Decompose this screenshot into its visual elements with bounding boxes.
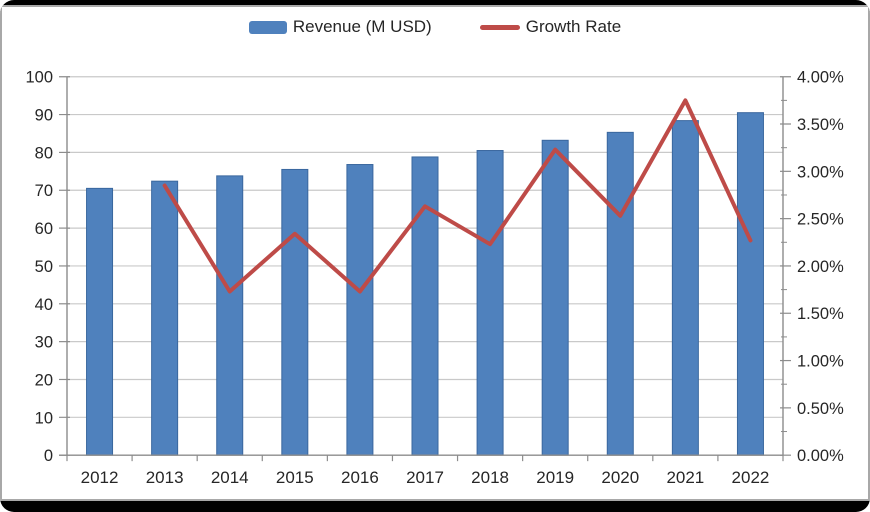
- revenue-bar-2012: [86, 187, 114, 456]
- right-axis-tick-label: 3.50%: [797, 116, 844, 134]
- left-axis-tick-label: 80: [35, 144, 53, 162]
- x-axis-category-label: 2019: [536, 468, 574, 487]
- revenue-bar-2019: [541, 139, 569, 456]
- legend-label: Revenue (M USD): [292, 17, 432, 36]
- legend-item-revenue-m-usd: Revenue (M USD): [248, 17, 432, 37]
- revenue-bar-2016: [346, 164, 374, 456]
- x-axis-category-label: 2014: [211, 468, 249, 487]
- right-axis-tick-label: 4.00%: [797, 69, 844, 87]
- x-axis-category-label: 2013: [146, 468, 184, 487]
- right-axis-tick-label: 1.50%: [797, 305, 844, 323]
- x-axis-category-label: 2020: [601, 468, 639, 487]
- revenue-bar-2022: [736, 112, 764, 456]
- x-axis-category-label: 2012: [81, 468, 119, 487]
- chart-legend: Revenue (M USD) Growth Rate: [2, 17, 868, 37]
- revenue-bar-2021: [671, 120, 699, 456]
- revenue-growth-chart: Revenue (M USD) Growth Rate 0 10 20 30 40 50 60…: [0, 5, 870, 501]
- left-axis-tick-label: 20: [35, 371, 53, 389]
- left-axis-tick-label: 10: [35, 409, 53, 427]
- left-axis-tick-label: 0: [44, 447, 53, 465]
- left-axis-tick-label: 50: [35, 258, 53, 276]
- right-axis-tick-label: 3.00%: [797, 163, 844, 181]
- x-axis-category-label: 2021: [666, 468, 704, 487]
- x-axis-category-label: 2022: [732, 468, 770, 487]
- right-axis-tick-label: 0.00%: [797, 447, 844, 465]
- revenue-bar-swatch-icon: [248, 20, 287, 34]
- legend-label: Growth Rate: [525, 17, 622, 36]
- left-axis-tick-label: 100: [25, 69, 53, 87]
- left-axis-tick-label: 30: [35, 334, 53, 352]
- revenue-bar-2014: [216, 175, 244, 456]
- right-axis-tick-label: 1.00%: [797, 353, 844, 371]
- growth-rate-line-swatch-icon: [479, 24, 520, 30]
- left-axis-tick-label: 70: [35, 182, 53, 200]
- revenue-bar-2017: [411, 156, 439, 456]
- revenue-bar-2013: [151, 180, 179, 456]
- plot-area: 0 10 20 30 40 50 60 70 80 90 100 0.00% 0.50% 1.00% 1.5…: [25, 69, 844, 487]
- revenue-bar-2020: [606, 131, 634, 456]
- legend-item-growth-rate: Growth Rate: [479, 17, 622, 37]
- growth-rate-line: [162, 98, 753, 294]
- right-axis-tick-label: 2.50%: [797, 211, 844, 229]
- revenue-bar-2018: [476, 150, 504, 456]
- x-axis-category-label: 2018: [471, 468, 509, 487]
- left-axis-tick-label: 40: [35, 296, 53, 314]
- x-axis-category-label: 2017: [406, 468, 444, 487]
- revenue-bar-2015: [281, 168, 309, 456]
- right-axis-tick-label: 0.50%: [797, 400, 844, 418]
- right-axis-tick-label: 2.00%: [797, 258, 844, 276]
- x-axis-category-label: 2015: [276, 468, 314, 487]
- left-axis-tick-label: 60: [35, 220, 53, 238]
- left-axis-tick-label: 90: [35, 107, 53, 125]
- x-axis-category-label: 2016: [341, 468, 379, 487]
